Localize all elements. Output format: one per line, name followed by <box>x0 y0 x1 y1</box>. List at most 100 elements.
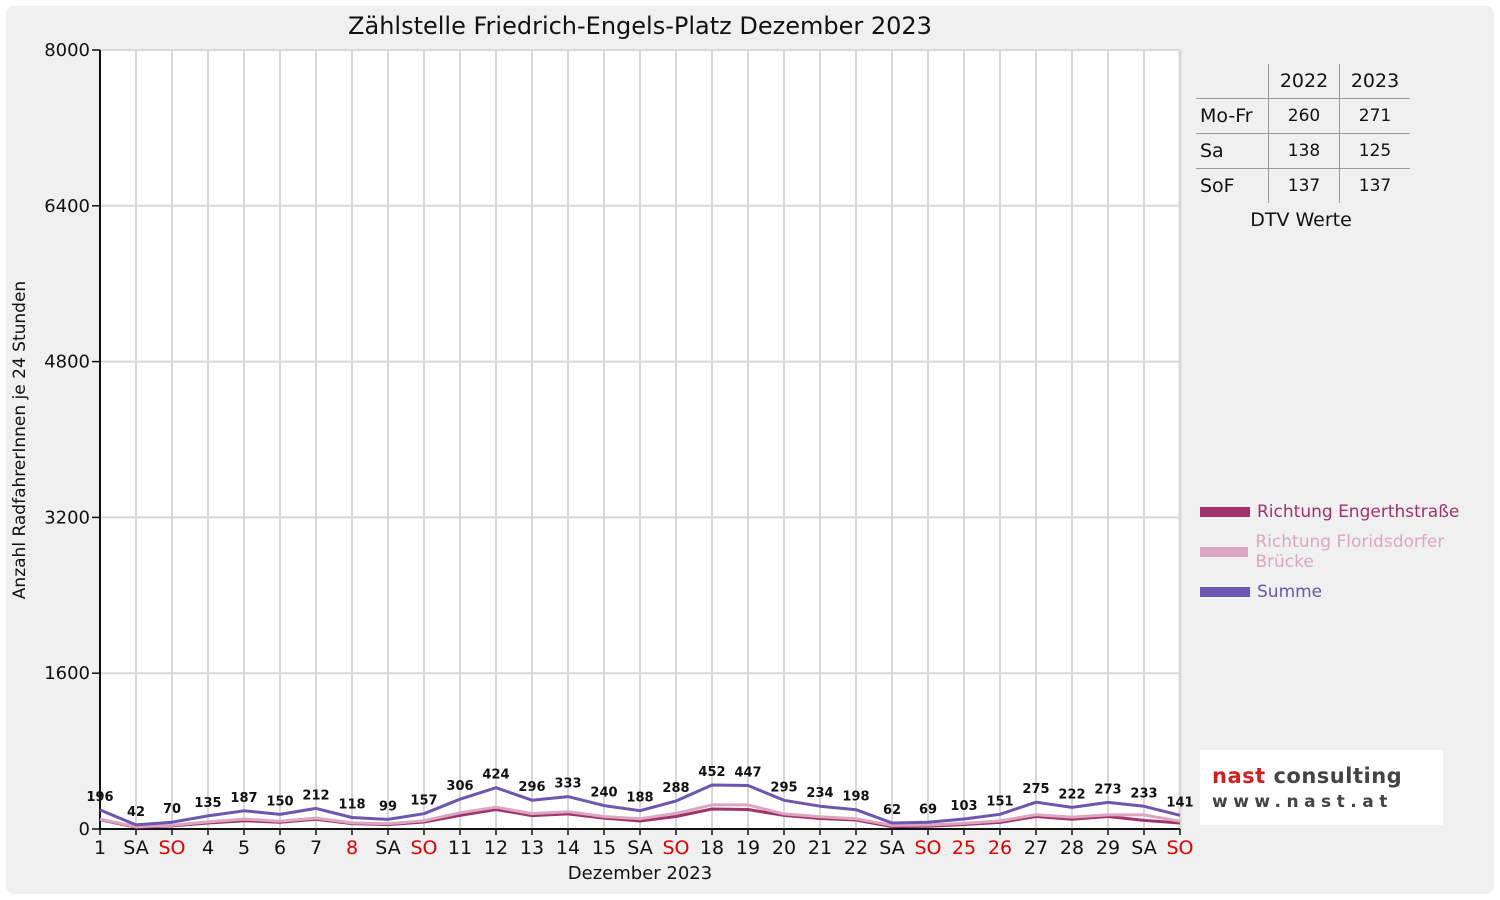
data-label: 118 <box>338 798 365 813</box>
logo-name-rest: consulting <box>1265 764 1403 788</box>
dtv-header-empty <box>1196 64 1269 99</box>
dtv-cell: 271 <box>1339 98 1410 134</box>
x-tick-label: 25 <box>952 837 976 859</box>
legend-item-summe: Summe <box>1200 572 1500 612</box>
x-tick-label: 18 <box>700 837 724 859</box>
x-tick-label: 5 <box>238 837 250 859</box>
data-label: 62 <box>883 803 901 818</box>
data-label: 141 <box>1166 795 1193 810</box>
data-label: 196 <box>86 790 113 805</box>
dtv-table: 2022 2023 Mo-Fr 260 271 Sa 138 125 SoF 1… <box>1196 64 1410 203</box>
x-tick-label: 4 <box>202 837 214 859</box>
legend-swatch <box>1200 507 1250 517</box>
legend-item-floridsdorfer-bruecke: Richtung Floridsdorfer Brücke <box>1200 532 1500 572</box>
x-tick-label: SO <box>410 837 437 859</box>
data-label: 212 <box>302 788 329 803</box>
dtv-row-label: Mo-Fr <box>1196 98 1269 134</box>
dtv-row-mofr: Mo-Fr 260 271 <box>1196 98 1410 134</box>
x-tick-label: SO <box>914 837 941 859</box>
series-line-2 <box>99 783 1181 827</box>
x-tick-label: 15 <box>592 837 616 859</box>
legend-swatch <box>1200 547 1249 557</box>
data-label: 306 <box>446 779 473 794</box>
x-tick-label: SA <box>627 837 652 859</box>
dtv-row-label: SoF <box>1200 175 1235 197</box>
logo-url: www.nast.at <box>1212 792 1393 812</box>
legend-label: Richtung Engerthstraße <box>1257 502 1460 522</box>
y-tick-label: 4800 <box>44 352 90 373</box>
data-label: 333 <box>554 777 581 792</box>
x-tick-label: SA <box>123 837 148 859</box>
x-tick-label: 7 <box>310 837 322 859</box>
dtv-row-sa: Sa 138 125 <box>1196 133 1410 169</box>
data-label: 424 <box>482 768 509 783</box>
x-tick-label: 22 <box>844 837 868 859</box>
data-label: 198 <box>842 790 869 805</box>
x-tick-label: 1 <box>94 837 106 859</box>
data-label: 447 <box>734 765 761 780</box>
dtv-header-row: 2022 2023 <box>1196 64 1410 99</box>
x-tick-label: SA <box>1131 837 1156 859</box>
dtv-header-2022: 2022 <box>1268 64 1340 99</box>
legend-label: Summe <box>1257 582 1323 602</box>
x-tick-label: 20 <box>772 837 796 859</box>
legend-item-engerthstrasse: Richtung Engerthstraße <box>1200 492 1500 532</box>
dtv-header-2023: 2023 <box>1339 64 1410 99</box>
chart-legend: Richtung Engerthstraße Richtung Floridsd… <box>1200 492 1500 612</box>
company-logo: nast consulting www.nast.at <box>1200 750 1443 825</box>
data-label: 296 <box>518 780 545 795</box>
x-tick-label: SA <box>375 837 400 859</box>
series-line-1 <box>99 803 1181 829</box>
x-tick-label: 26 <box>988 837 1012 859</box>
data-label: 135 <box>194 796 221 811</box>
data-label: 295 <box>770 780 797 795</box>
x-tick-label: 27 <box>1024 837 1048 859</box>
x-tick-label: 28 <box>1060 837 1084 859</box>
dtv-row-label: Sa <box>1196 133 1269 169</box>
x-tick-label: SA <box>879 837 904 859</box>
dtv-cell: 260 <box>1268 98 1340 134</box>
data-label: 42 <box>127 805 145 820</box>
y-tick-label: 6400 <box>44 196 90 217</box>
data-label: 157 <box>410 794 437 809</box>
legend-label: Richtung Floridsdorfer Brücke <box>1255 532 1445 572</box>
y-axis-label: Anzahl RadfahrerInnen je 24 Stunden <box>10 280 30 600</box>
y-tick-label: 0 <box>79 819 90 840</box>
x-tick-label: 12 <box>484 837 508 859</box>
x-tick-label: 21 <box>808 837 832 859</box>
data-label: 150 <box>266 794 293 809</box>
logo-name-accent: nast <box>1212 764 1266 788</box>
data-label: 234 <box>806 786 833 801</box>
data-label: 188 <box>626 791 653 806</box>
data-label: 187 <box>230 791 257 806</box>
data-label: 452 <box>698 765 725 780</box>
x-tick-label: 14 <box>556 837 580 859</box>
x-tick-label: SO <box>1166 837 1193 859</box>
x-tick-label: SO <box>158 837 185 859</box>
x-axis-label: Dezember 2023 <box>567 863 713 884</box>
dtv-cell: 137 <box>1339 168 1410 203</box>
data-label: 288 <box>662 781 689 796</box>
dtv-cell: 125 <box>1339 133 1410 169</box>
x-tick-label: 13 <box>520 837 544 859</box>
x-tick-label: 6 <box>274 837 286 859</box>
data-label: 222 <box>1058 787 1085 802</box>
x-tick-label: SO <box>662 837 689 859</box>
x-tick-label: 29 <box>1096 837 1120 859</box>
dtv-cell: 137 <box>1268 168 1340 203</box>
x-tick-label: 8 <box>346 837 358 859</box>
dtv-cell: 138 <box>1268 133 1340 169</box>
data-label: 103 <box>950 799 977 814</box>
dtv-caption: DTV Werte <box>1250 209 1352 231</box>
chart-title: Zählstelle Friedrich-Engels-Platz Dezemb… <box>348 12 932 40</box>
x-tick-label: 11 <box>448 837 472 859</box>
data-label: 240 <box>590 786 617 801</box>
data-label: 233 <box>1130 786 1157 801</box>
data-label: 151 <box>986 794 1013 809</box>
dtv-row-sof: SoF 137 137 <box>1196 168 1410 203</box>
data-label: 275 <box>1022 782 1049 797</box>
y-tick-label: 1600 <box>44 663 90 684</box>
data-label: 69 <box>919 802 937 817</box>
data-label: 273 <box>1094 782 1121 797</box>
